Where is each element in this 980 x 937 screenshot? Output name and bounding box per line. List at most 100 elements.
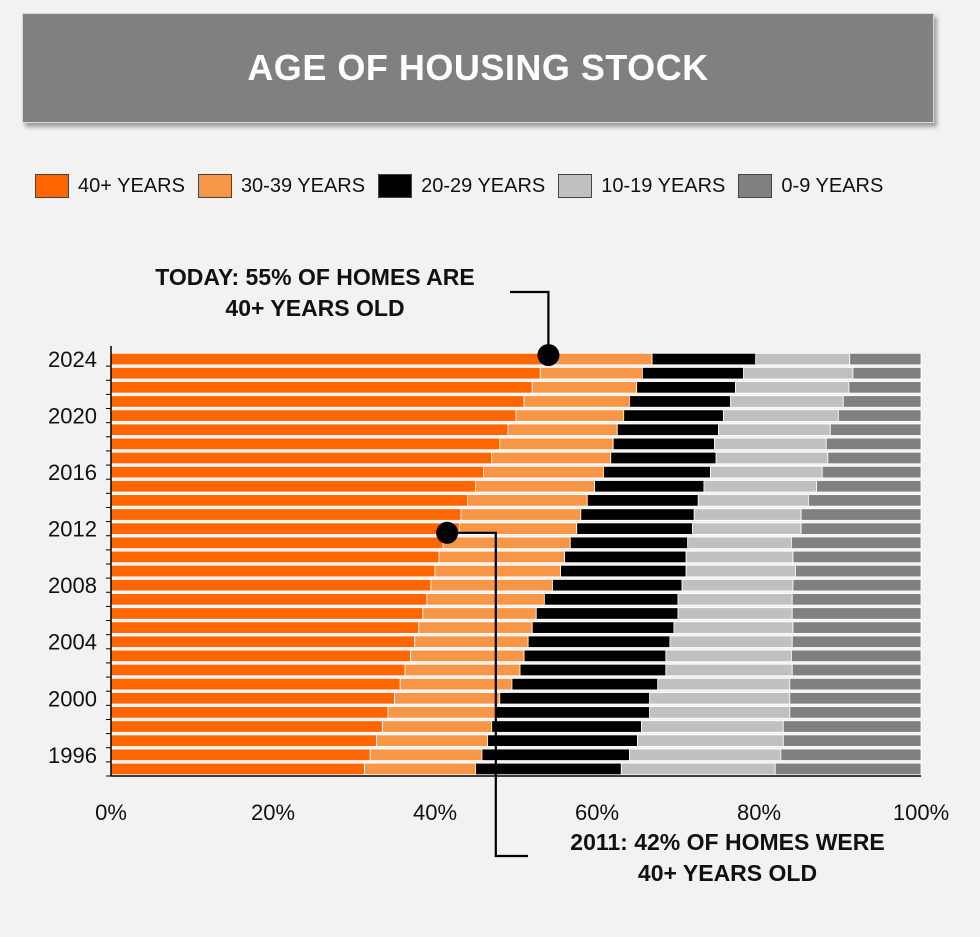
bar-segment-2019-s1 bbox=[507, 423, 618, 436]
y-tick-label-2000: 2000 bbox=[48, 686, 97, 711]
bar-segment-2009-s4 bbox=[795, 564, 922, 578]
bar-segment-2010-s1 bbox=[438, 550, 565, 564]
bar-segment-1996-s1 bbox=[369, 748, 483, 761]
bar-segment-2020-s0 bbox=[110, 409, 517, 422]
bar-segment-2024-s3 bbox=[755, 352, 851, 366]
bar-segment-2017-s4 bbox=[827, 451, 922, 465]
bar-segment-2016-s4 bbox=[821, 465, 922, 479]
legend-item-40plus: 40+ YEARS bbox=[35, 174, 185, 198]
bar-segment-2016-s3 bbox=[710, 465, 823, 479]
legend-swatch-10-19 bbox=[558, 174, 593, 198]
bar-segment-2011-s3 bbox=[687, 536, 792, 549]
bar-segment-2007-s4 bbox=[791, 593, 922, 606]
bar-segment-1997-s2 bbox=[487, 734, 638, 747]
x-tick-label-0pct: 0% bbox=[95, 800, 127, 825]
bar-segment-2002-s1 bbox=[404, 663, 521, 677]
title-banner: AGE OF HOUSING STOCK bbox=[22, 13, 934, 123]
bar-segment-2008-s2 bbox=[552, 579, 683, 592]
bar-segment-2007-s2 bbox=[543, 593, 679, 606]
bar-segment-2019-s0 bbox=[110, 423, 509, 436]
legend-label-0-9: 0-9 YEARS bbox=[781, 174, 884, 197]
legend-swatch-0-9 bbox=[738, 174, 773, 198]
y-tick-label-2020: 2020 bbox=[48, 404, 97, 429]
bar-segment-1999-s3 bbox=[649, 706, 791, 719]
bar-segment-2017-s1 bbox=[491, 451, 612, 465]
x-tick-label-20pct: 20% bbox=[251, 800, 295, 825]
bar-segment-2008-s0 bbox=[110, 579, 432, 592]
legend-item-30-39: 30-39 YEARS bbox=[197, 174, 366, 198]
bar-segment-2010-s4 bbox=[792, 550, 922, 564]
y-tick-label-2004: 2004 bbox=[48, 630, 97, 655]
legend-swatch-40plus bbox=[35, 174, 69, 198]
bar-segment-2020-s4 bbox=[837, 409, 922, 422]
bar-segment-2002-s4 bbox=[791, 663, 922, 677]
legend-item-10-19: 10-19 YEARS bbox=[558, 174, 725, 198]
legend-item-20-29: 20-29 YEARS bbox=[378, 174, 545, 198]
bar-segment-1995-s1 bbox=[364, 762, 476, 776]
bar-segment-2004-s0 bbox=[110, 635, 416, 648]
bar-segment-2018-s4 bbox=[825, 437, 922, 451]
y-tick-label-2016: 2016 bbox=[48, 460, 97, 485]
bar-segment-2022-s0 bbox=[110, 381, 533, 394]
bar-segment-2007-s0 bbox=[110, 593, 428, 606]
bar-segment-2018-s0 bbox=[110, 437, 501, 451]
bar-segment-1997-s3 bbox=[637, 734, 784, 747]
bar-segment-2014-s2 bbox=[586, 494, 699, 507]
bar-segment-2004-s1 bbox=[414, 635, 529, 648]
legend-label-20-29: 20-29 YEARS bbox=[421, 174, 546, 197]
legend-swatch-20-29 bbox=[378, 174, 413, 198]
bar-segment-2010-s0 bbox=[110, 550, 440, 564]
bar-segment-2020-s2 bbox=[623, 409, 724, 422]
bar-segment-2006-s2 bbox=[535, 607, 679, 620]
bar-segment-2011-s2 bbox=[569, 536, 689, 549]
bar-segment-2014-s3 bbox=[697, 494, 809, 507]
bar-segment-2009-s1 bbox=[434, 564, 561, 578]
bar-segment-2023-s3 bbox=[743, 367, 854, 380]
bar-segment-1997-s0 bbox=[110, 734, 378, 747]
legend-swatch-30-39 bbox=[197, 174, 232, 198]
bar-segment-2011-s1 bbox=[442, 536, 571, 549]
bar-segment-1996-s3 bbox=[629, 748, 782, 761]
bar-segment-2013-s0 bbox=[110, 508, 462, 521]
bar-segment-2021-s0 bbox=[110, 395, 525, 408]
bar-segment-1998-s4 bbox=[782, 720, 922, 733]
bar-segment-2002-s0 bbox=[110, 663, 406, 677]
bar-segment-1995-s4 bbox=[774, 762, 922, 776]
bar-segment-2016-s2 bbox=[603, 465, 711, 479]
bar-segment-2019-s2 bbox=[616, 423, 719, 436]
bar-segment-2002-s3 bbox=[665, 663, 793, 677]
bar-segment-2022-s2 bbox=[636, 381, 736, 394]
bar-segment-1999-s0 bbox=[110, 706, 389, 719]
bar-segment-2024-s4 bbox=[849, 352, 922, 366]
bar-segment-2008-s3 bbox=[681, 579, 794, 592]
bar-segment-2009-s2 bbox=[560, 564, 687, 578]
bar-segment-2023-s4 bbox=[852, 367, 922, 380]
bar-segment-2001-s4 bbox=[789, 677, 922, 691]
bar-segment-2015-s4 bbox=[816, 480, 922, 493]
bar-segment-2008-s1 bbox=[430, 579, 553, 592]
bar-segment-2015-s0 bbox=[110, 480, 476, 493]
legend-label-30-39: 30-39 YEARS bbox=[240, 174, 366, 197]
bar-segment-2005-s0 bbox=[110, 621, 420, 634]
bar-segment-2009-s0 bbox=[110, 564, 436, 578]
y-tick-label-2024: 2024 bbox=[48, 347, 97, 372]
x-tick-label-80pct: 80% bbox=[737, 800, 781, 825]
bar-segment-2021-s2 bbox=[629, 395, 732, 408]
bar-segment-2015-s1 bbox=[475, 480, 595, 493]
bar-segment-2024-s1 bbox=[548, 352, 653, 366]
annotation-2011-line1: 2011: 42% OF HOMES WERE bbox=[570, 829, 885, 855]
bar-segment-2013-s3 bbox=[693, 508, 802, 521]
legend-item-0-9: 0-9 YEARS bbox=[738, 174, 883, 198]
bar-segment-1999-s4 bbox=[789, 706, 922, 719]
bar-segment-2022-s1 bbox=[531, 381, 638, 394]
annotation-today-line2: 40+ YEARS OLD bbox=[225, 295, 405, 321]
x-tick-label-40pct: 40% bbox=[413, 800, 457, 825]
bar-segment-2004-s4 bbox=[791, 635, 922, 648]
bar-segment-2006-s3 bbox=[677, 607, 793, 620]
bar-segment-2000-s0 bbox=[110, 692, 395, 705]
bar-segment-2004-s2 bbox=[527, 635, 671, 648]
bar-segment-2012-s4 bbox=[800, 522, 922, 535]
x-tick-label-100pct: 100% bbox=[893, 800, 949, 825]
bar-segment-2017-s2 bbox=[610, 451, 717, 465]
annotation-2011: 2011: 42% OF HOMES WERE 40+ YEARS OLD bbox=[530, 827, 925, 889]
